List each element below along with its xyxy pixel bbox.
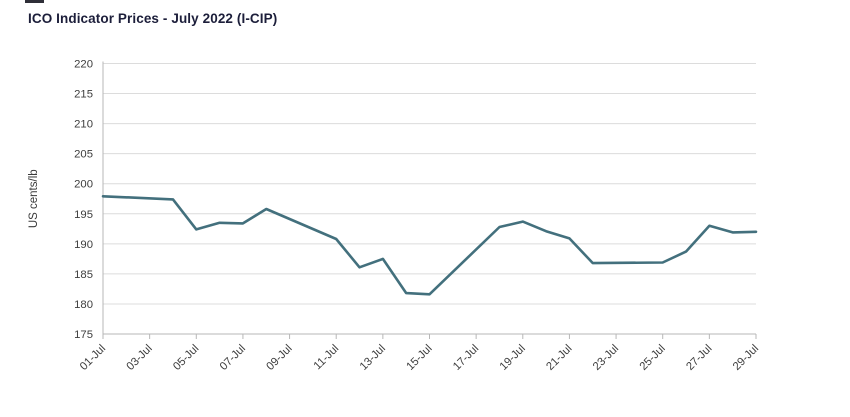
x-axis-tick-label: 29-Jul (731, 343, 761, 373)
x-axis-tick-label: 21-Jul (544, 343, 574, 373)
x-axis-tick-label: 23-Jul (591, 343, 621, 373)
x-axis-tick-label: 07-Jul (218, 343, 248, 373)
x-axis-tick-label: 01-Jul (78, 343, 108, 373)
y-axis-tick-label: 220 (74, 59, 93, 71)
x-axis-tick-label: 13-Jul (358, 343, 388, 373)
y-axis-title: US cents/lb (28, 169, 40, 228)
x-axis-tick-label: 15-Jul (404, 343, 434, 373)
x-axis-tick-label: 11-Jul (312, 343, 342, 373)
y-axis-tick-label: 195 (74, 209, 93, 221)
x-axis-tick-label: 25-Jul (638, 343, 668, 373)
x-axis-tick-label: 03-Jul (125, 343, 155, 373)
y-axis-tick-label: 200 (74, 179, 93, 191)
chart-title: ICO Indicator Prices - July 2022 (I-CIP) (28, 11, 278, 26)
icip-price-series-line (101, 195, 758, 296)
x-axis-tick-label: 09-Jul (264, 343, 294, 373)
y-axis-tick-label: 175 (74, 329, 93, 341)
y-axis-tick-label: 180 (74, 299, 93, 311)
x-axis-tick-label: 17-Jul (451, 343, 481, 373)
window-edge-artifact (25, 0, 44, 3)
y-axis-tick-label: 185 (74, 269, 93, 281)
x-axis-tick-label: 27-Jul (684, 343, 714, 373)
y-axis-tick-label: 215 (74, 89, 93, 101)
x-axis-tick-label: 05-Jul (171, 343, 201, 373)
y-axis-tick-label: 210 (74, 119, 93, 131)
y-axis-tick-label: 205 (74, 149, 93, 161)
x-axis-tick-label: 19-Jul (498, 343, 528, 373)
y-axis-tick-label: 190 (74, 239, 93, 251)
